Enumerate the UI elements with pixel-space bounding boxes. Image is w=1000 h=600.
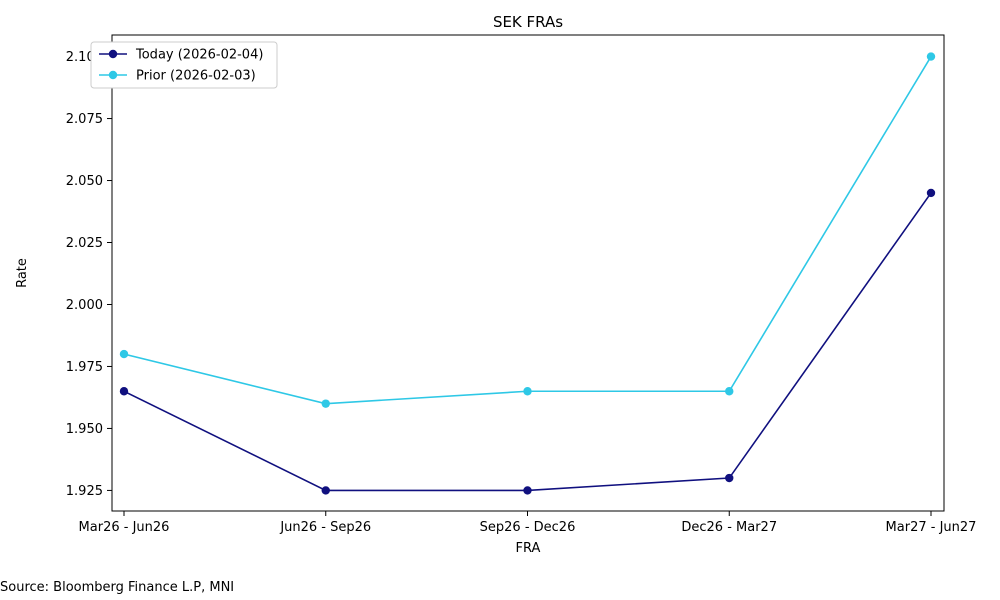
x-axis-label: FRA bbox=[516, 541, 541, 556]
x-tick-label: Jun26 - Sep26 bbox=[279, 520, 371, 535]
x-tick-label: Mar26 - Jun26 bbox=[79, 520, 170, 535]
data-point bbox=[926, 188, 936, 198]
y-tick-label: 2.050 bbox=[66, 174, 103, 189]
y-tick-label: 2.000 bbox=[66, 298, 103, 313]
series-line-1 bbox=[123, 56, 932, 405]
source-note: Source: Bloomberg Finance L.P, MNI bbox=[0, 580, 235, 595]
legend: Today (2026-02-04) Prior (2026-02-03) bbox=[90, 41, 278, 89]
y-tick-label: 2.025 bbox=[66, 236, 103, 251]
y-tick-label: 1.975 bbox=[66, 360, 103, 375]
chart-title: SEK FRAs bbox=[493, 13, 563, 31]
data-point bbox=[321, 486, 330, 495]
x-axis: Mar26 - Jun26 Jun26 - Sep26 Sep26 - Dec26 D… bbox=[79, 511, 977, 535]
legend-marker bbox=[108, 49, 118, 59]
y-tick-label: 2.075 bbox=[66, 112, 103, 127]
y-tick-label: 1.950 bbox=[66, 422, 103, 437]
x-tick-label: Sep26 - Dec26 bbox=[480, 520, 576, 535]
data-point bbox=[725, 473, 734, 483]
x-tick-label: Dec26 - Mar27 bbox=[681, 520, 777, 535]
data-point bbox=[523, 387, 532, 396]
plot-area bbox=[111, 34, 945, 512]
data-point bbox=[119, 349, 129, 359]
data-point bbox=[725, 387, 734, 396]
series-layer bbox=[119, 52, 936, 495]
data-point bbox=[321, 399, 330, 408]
data-point bbox=[926, 52, 936, 61]
legend-box bbox=[90, 41, 278, 89]
y-tick-label: 1.925 bbox=[66, 484, 103, 499]
series-line-0 bbox=[123, 192, 932, 492]
legend-label: Prior (2026-02-03) bbox=[136, 69, 256, 84]
legend-label: Today (2026-02-04) bbox=[135, 48, 263, 63]
legend-marker bbox=[108, 70, 118, 80]
y-axis-label: Rate bbox=[15, 258, 30, 288]
data-point bbox=[523, 486, 532, 495]
x-tick-label: Mar27 - Jun27 bbox=[886, 520, 977, 535]
data-point bbox=[119, 387, 129, 396]
